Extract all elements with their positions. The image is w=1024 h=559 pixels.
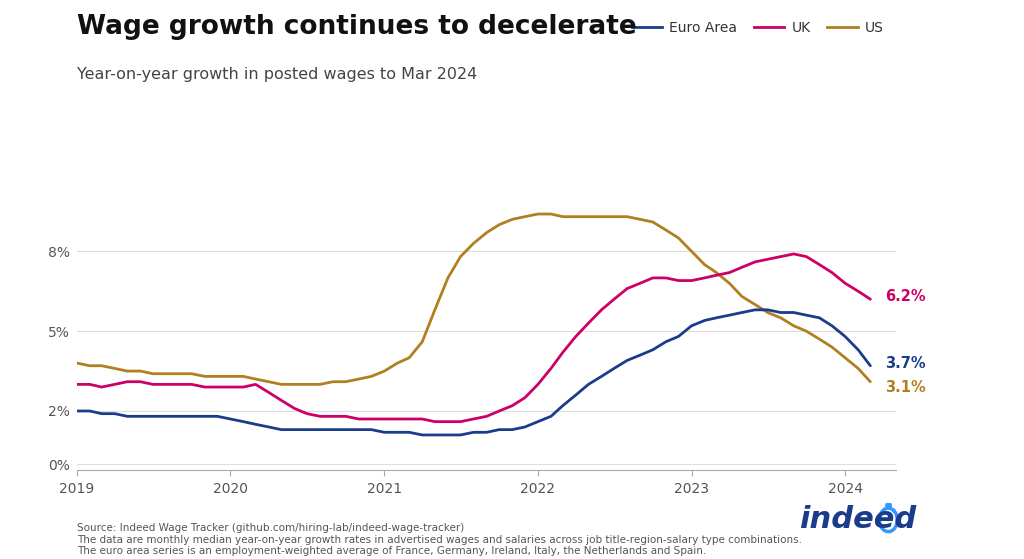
Text: indeed: indeed (799, 505, 916, 534)
Text: 6.2%: 6.2% (885, 289, 926, 304)
Text: 3.1%: 3.1% (885, 380, 926, 395)
Text: Year-on-year growth in posted wages to Mar 2024: Year-on-year growth in posted wages to M… (77, 67, 477, 82)
Text: Wage growth continues to decelerate: Wage growth continues to decelerate (77, 14, 637, 40)
Legend: Euro Area, UK, US: Euro Area, UK, US (626, 15, 889, 40)
Text: 3.7%: 3.7% (885, 356, 926, 371)
Text: Source: Indeed Wage Tracker (github.com/hiring-lab/indeed-wage-tracker)
The data: Source: Indeed Wage Tracker (github.com/… (77, 523, 802, 556)
